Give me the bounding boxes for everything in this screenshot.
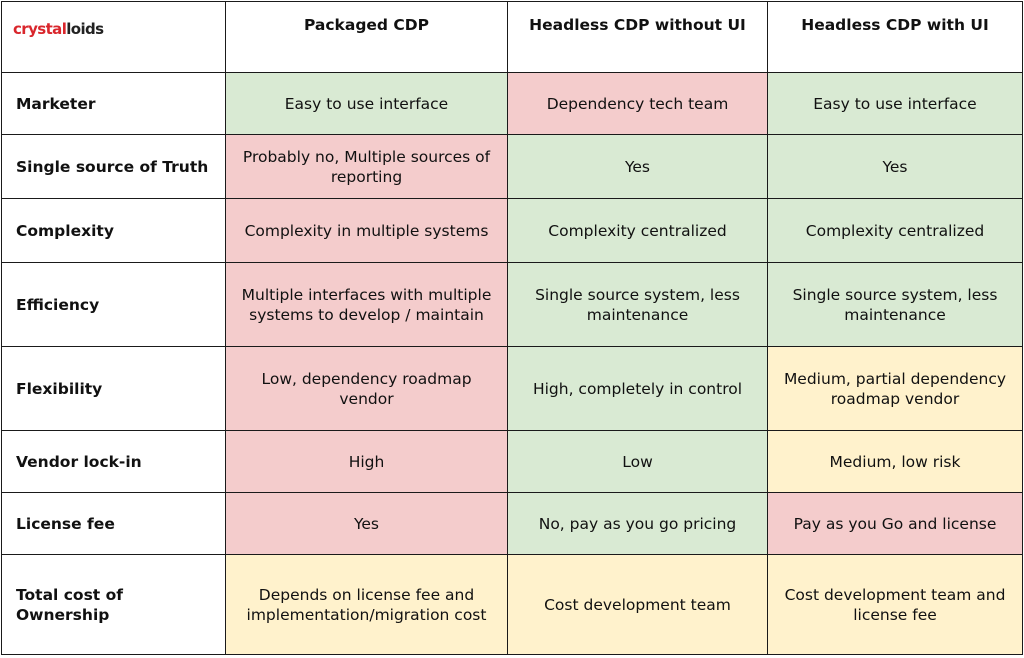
table-row: Marketer Easy to use interface Dependenc… [1, 72, 1023, 135]
row-label: Marketer [1, 72, 226, 135]
table-row: Efficiency Multiple interfaces with mult… [1, 262, 1023, 347]
table-row: Vendor lock-in High Low Medium, low risk [1, 430, 1023, 493]
logo-cell: crystalloids [1, 1, 226, 73]
table-cell: Medium, partial dependency roadmap vendo… [767, 346, 1023, 431]
table-cell: Medium, low risk [767, 430, 1023, 493]
row-label: Vendor lock-in [1, 430, 226, 493]
table-cell: Complexity centralized [507, 198, 768, 263]
table-row: Flexibility Low, dependency roadmap vend… [1, 346, 1023, 431]
table-cell: Multiple interfaces with multiple system… [225, 262, 508, 347]
table-cell: Complexity centralized [767, 198, 1023, 263]
table-cell: Cost development team [507, 554, 768, 655]
row-label: Efficiency [1, 262, 226, 347]
row-label: Single source of Truth [1, 134, 226, 199]
table-cell: Complexity in multiple systems [225, 198, 508, 263]
row-label: Complexity [1, 198, 226, 263]
table-cell: Dependency tech team [507, 72, 768, 135]
column-header-headless-with-ui: Headless CDP with UI [767, 1, 1023, 73]
table-cell: Yes [225, 492, 508, 555]
table-cell: Cost development team and license fee [767, 554, 1023, 655]
table-row: Total cost of Ownership Depends on licen… [1, 554, 1023, 655]
row-label: Total cost of Ownership [1, 554, 226, 655]
table-row: Complexity Complexity in multiple system… [1, 198, 1023, 263]
table-cell: Low, dependency roadmap vendor [225, 346, 508, 431]
column-header-headless-without-ui: Headless CDP without UI [507, 1, 768, 73]
table-cell: Yes [507, 134, 768, 199]
table-cell: High [225, 430, 508, 493]
crystalloids-logo: crystalloids [13, 20, 104, 38]
row-label: Flexibility [1, 346, 226, 431]
header-row: crystalloids Packaged CDP Headless CDP w… [1, 1, 1023, 73]
table-cell: No, pay as you go pricing [507, 492, 768, 555]
table-cell: Easy to use interface [225, 72, 508, 135]
row-label: License fee [1, 492, 226, 555]
column-header-packaged-cdp: Packaged CDP [225, 1, 508, 73]
table-cell: Yes [767, 134, 1023, 199]
table-cell: Easy to use interface [767, 72, 1023, 135]
table-cell: High, completely in control [507, 346, 768, 431]
table-cell: Single source system, less maintenance [507, 262, 768, 347]
table-cell: Depends on license fee and implementatio… [225, 554, 508, 655]
table-row: License fee Yes No, pay as you go pricin… [1, 492, 1023, 555]
table-cell: Single source system, less maintenance [767, 262, 1023, 347]
table-row: Single source of Truth Probably no, Mult… [1, 134, 1023, 199]
table-cell: Probably no, Multiple sources of reporti… [225, 134, 508, 199]
table-cell: Pay as you Go and license [767, 492, 1023, 555]
table-cell: Low [507, 430, 768, 493]
